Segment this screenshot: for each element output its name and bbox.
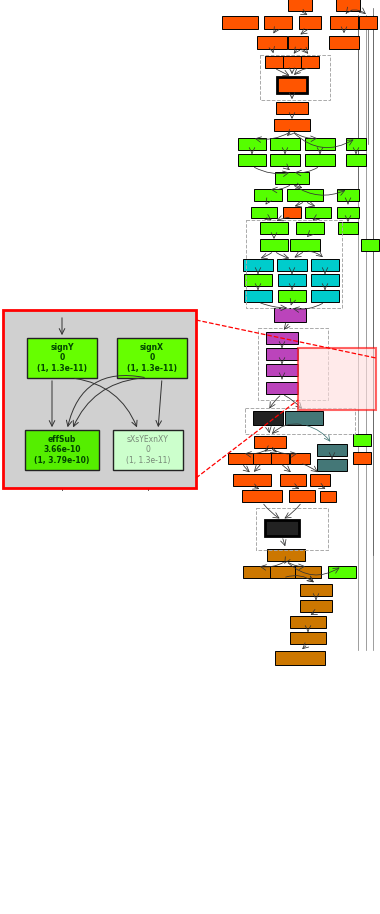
Bar [260,55,330,100]
Bar [113,430,183,470]
Bar [277,77,307,93]
Bar [264,16,292,28]
Bar [274,308,306,322]
Bar [359,16,377,28]
Bar [311,274,339,286]
Bar [251,207,277,218]
Text: sXsYExnXY
0
(1, 1.3e-11): sXsYExnXY 0 (1, 1.3e-11) [126,435,170,465]
Bar [311,290,339,302]
Bar [242,490,282,502]
Bar [243,566,271,578]
Text: signX
0
(1, 1.3e-11): signX 0 (1, 1.3e-11) [127,343,177,373]
Bar [265,520,299,536]
Bar [257,36,287,48]
Bar [233,474,271,486]
Bar [280,474,306,486]
Bar [267,549,305,561]
Bar [310,474,330,486]
Bar [254,189,282,201]
Bar [256,508,328,550]
Bar [301,56,319,68]
Bar [246,220,342,308]
Bar [266,348,298,360]
Text: signY
0
(1, 1.3e-11): signY 0 (1, 1.3e-11) [37,343,87,373]
Bar [238,138,266,150]
Bar [266,382,298,394]
Bar [295,566,321,578]
Bar [270,566,296,578]
Bar [288,0,312,11]
Bar [361,239,379,251]
Bar [298,348,376,410]
Bar [346,138,366,150]
Bar [287,189,323,201]
Bar [258,328,328,400]
Bar [290,632,326,644]
Bar [117,338,187,378]
Bar [278,290,306,302]
Bar [330,16,358,28]
Bar [311,259,339,271]
Bar [260,239,288,251]
Bar [27,338,97,378]
Bar [328,566,356,578]
Bar [276,102,308,114]
Bar [244,290,272,302]
Bar [317,459,347,471]
Bar [300,584,332,596]
Text: effSub
3.66e-10
(1, 3.79e-10): effSub 3.66e-10 (1, 3.79e-10) [34,435,90,465]
Bar [290,239,320,251]
Bar [305,138,335,150]
Bar [245,408,355,434]
Bar [278,274,306,286]
Bar [253,452,271,463]
Bar [336,0,360,11]
Bar [320,491,336,502]
Bar [266,364,298,376]
Bar [338,222,358,234]
Bar [275,172,309,184]
Bar [299,16,321,28]
Bar [337,189,359,201]
Bar [270,138,300,150]
Bar [288,36,308,48]
Bar [260,222,288,234]
Bar [275,651,325,665]
Bar [274,119,310,131]
Bar [222,16,258,28]
Bar [3,310,196,488]
Bar [300,600,332,612]
Bar [254,436,286,448]
Bar [243,259,273,271]
Bar [228,452,256,463]
Bar [346,154,366,166]
Bar [353,452,371,464]
Bar [271,452,289,463]
Bar [353,434,371,446]
Bar [305,207,331,218]
Bar [290,452,310,463]
Bar [283,207,301,218]
Bar [238,154,266,166]
Bar [289,490,315,502]
Bar [244,274,272,286]
Bar [283,56,301,68]
Bar [265,56,283,68]
Bar [305,154,335,166]
Bar [266,332,298,344]
Bar [317,444,347,456]
Bar [25,430,99,470]
Bar [285,411,323,425]
Bar [296,222,324,234]
Bar [329,36,359,48]
Bar [277,259,307,271]
Bar [337,207,359,218]
Bar [270,154,300,166]
Bar [290,616,326,628]
Bar [253,411,283,425]
